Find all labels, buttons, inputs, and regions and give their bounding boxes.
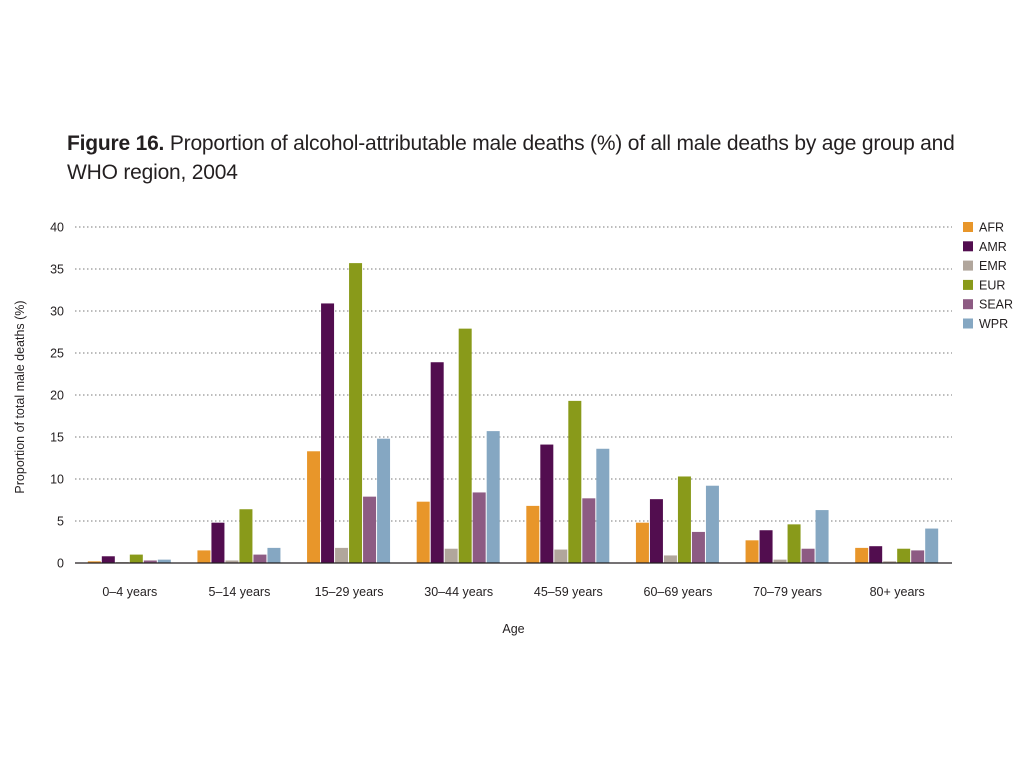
y-tick-label: 5 [57,515,64,529]
legend-swatch-wpr [963,318,973,329]
legend-swatch-sear [963,299,973,310]
bar-amr [321,303,335,563]
bar-wpr [705,485,719,563]
bar-eur [458,328,472,563]
bar-amr [211,522,225,563]
bar-wpr [157,559,171,563]
x-tick-label: 80+ years [870,585,925,599]
bar-wpr [596,448,610,563]
x-tick-label: 5–14 years [209,585,271,599]
bar-sear [363,496,377,563]
bar-sear [691,531,705,563]
bar-afr [197,550,211,563]
y-axis-ticks: 0 5 10 15 20 25 30 35 40 [50,221,64,571]
bar-afr [416,501,430,563]
bar-afr [855,547,869,563]
bar-emr [773,559,787,563]
bar-amr [101,556,115,563]
y-tick-label: 10 [50,473,64,487]
bar-amr [540,444,554,563]
y-tick-label: 20 [50,389,64,403]
bar-emr [335,547,349,563]
gridlines [75,226,952,522]
legend: AFR AMR EMR EUR SEAR WPR [963,221,1013,331]
legend-label-eur: EUR [979,278,1005,292]
x-tick-label: 45–59 years [534,585,603,599]
bar-sear [143,560,157,563]
bar-emr [554,549,568,563]
legend-swatch-amr [963,241,973,252]
legend-label-emr: EMR [979,259,1007,273]
x-axis-title: Age [502,622,524,636]
y-tick-label: 30 [50,305,64,319]
bar-afr [745,540,759,563]
bar-eur [677,476,691,563]
x-tick-label: 60–69 years [644,585,713,599]
y-tick-label: 0 [57,557,64,571]
x-tick-label: 30–44 years [424,585,493,599]
bar-sear [472,492,486,563]
bar-wpr [377,438,391,563]
bar-sear [801,548,815,563]
bar-afr [635,522,649,563]
bar-amr [649,499,663,563]
legend-swatch-emr [963,260,973,271]
y-tick-label: 40 [50,221,64,235]
bar-emr [883,561,897,563]
bar-eur [897,548,911,563]
bar-eur [349,263,363,563]
bar-eur [129,554,143,563]
bar-amr [759,530,773,563]
legend-swatch-afr [963,222,973,232]
bar-amr [869,546,883,563]
bar-wpr [486,431,500,563]
bar-sear [911,550,925,563]
bar-wpr [267,547,281,563]
bar-amr [430,362,444,563]
bar-sear [582,498,596,563]
y-tick-label: 25 [50,347,64,361]
y-tick-label: 15 [50,431,64,445]
bar-eur [787,524,801,563]
y-tick-label: 35 [50,263,64,277]
bar-wpr [925,528,939,563]
legend-label-sear: SEAR [979,298,1013,312]
chart-title: Figure 16. Proportion of alcohol-attribu… [67,129,997,187]
x-tick-label: 0–4 years [102,585,157,599]
bar-emr [663,555,677,563]
legend-label-afr: AFR [979,221,1004,235]
bar-afr [307,451,321,563]
bar-sear [253,554,267,563]
legend-label-wpr: WPR [979,317,1008,331]
x-tick-label: 15–29 years [315,585,384,599]
bars [87,263,939,563]
bar-eur [568,400,582,563]
bar-afr [87,561,101,563]
figure-label: Figure 16. [67,132,165,155]
bar-eur [239,509,253,563]
bar-wpr [815,510,829,563]
figure-caption: Proportion of alcohol-attributable male … [67,132,955,184]
legend-label-amr: AMR [979,240,1007,254]
bar-emr [225,560,239,563]
bar-afr [526,505,540,563]
y-axis-title: Proportion of total male deaths (%) [13,300,27,493]
x-tick-label: 70–79 years [753,585,822,599]
bar-emr [444,548,458,563]
legend-swatch-eur [963,279,973,290]
x-axis-ticks: 0–4 years 5–14 years 15–29 years 30–44 year… [102,585,924,599]
